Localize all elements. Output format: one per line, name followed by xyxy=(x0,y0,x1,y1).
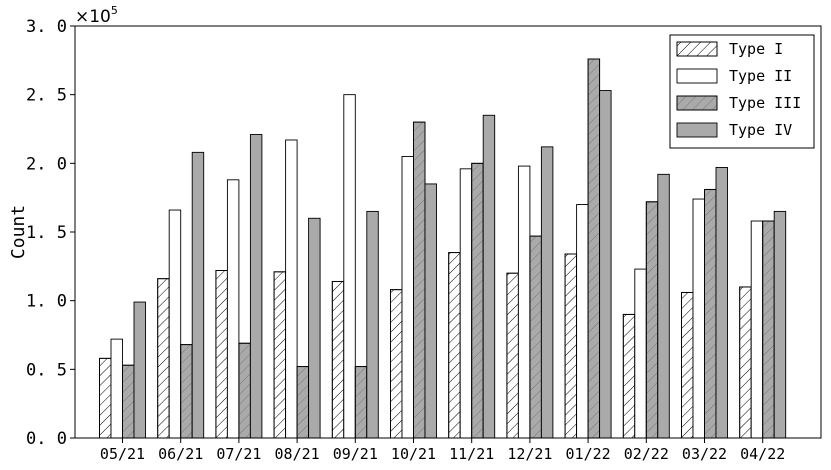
x-tick-label: 02/22 xyxy=(624,445,669,463)
bar-type-ii-01-22 xyxy=(576,204,589,439)
bar-type-iv-09-21 xyxy=(366,210,379,439)
legend-swatch xyxy=(676,68,718,84)
legend-swatch xyxy=(676,122,718,138)
x-tick-label: 05/21 xyxy=(100,445,145,463)
y-axis: 0. 0 0. 5 1. 0 1. 5 2. 0 2. 5 3. 0 xyxy=(26,17,75,449)
x-tick-label: 12/21 xyxy=(507,445,552,463)
bar-type-ii-09-21 xyxy=(343,94,356,439)
bar-type-iv-01-22 xyxy=(599,90,612,439)
y-tick-label: 2. 5 xyxy=(26,86,67,106)
bar-type-iv-10-21 xyxy=(424,183,437,439)
bar-type-iv-12-21 xyxy=(540,146,554,439)
y-tick-label: 2. 0 xyxy=(26,154,67,174)
x-tick-label: 03/22 xyxy=(682,445,727,463)
bar-type-iv-03-22 xyxy=(715,167,728,439)
bar-hatch-type-iii-08-21 xyxy=(296,366,310,439)
bar-type-iv-07-21 xyxy=(249,134,263,439)
bar-hatch-type-iii-10-21 xyxy=(413,121,426,439)
legend-label: Type II xyxy=(729,67,792,85)
x-tick-label: 10/21 xyxy=(391,445,436,463)
y-axis-title: Count xyxy=(8,205,29,259)
bar-hatch-type-iii-01-22 xyxy=(587,58,601,439)
bar-hatch-type-i-02-22 xyxy=(622,313,636,439)
x-tick-label: 09/21 xyxy=(333,445,378,463)
bar-type-ii-07-21 xyxy=(226,179,240,439)
bar-type-iv-11-21 xyxy=(482,114,496,439)
bar-type-iv-06-21 xyxy=(191,151,205,439)
bars-group xyxy=(99,58,787,439)
legend-label: Type IV xyxy=(729,121,792,139)
legend-swatch-hatch xyxy=(676,41,718,57)
bar-type-ii-08-21 xyxy=(285,139,298,439)
legend: Type I Type II Type III Type IV xyxy=(669,34,815,149)
bar-hatch-type-iii-05-21 xyxy=(122,364,135,439)
bar-hatch-type-iii-02-22 xyxy=(645,201,659,439)
y-tick-label: 1. 0 xyxy=(26,292,67,312)
y-tick-label: 0. 0 xyxy=(26,429,67,449)
bar-hatch-type-i-09-21 xyxy=(331,280,345,439)
bar-hatch-type-i-03-22 xyxy=(681,291,694,439)
y-multiplier-base: ×10 xyxy=(75,7,111,27)
legend-label: Type III xyxy=(729,94,801,112)
bar-hatch-type-i-11-21 xyxy=(448,252,461,439)
legend-label: Type I xyxy=(729,40,783,58)
bar-hatch-type-i-05-21 xyxy=(99,357,112,439)
bar-type-ii-05-21 xyxy=(110,338,123,439)
y-tick-label: 3. 0 xyxy=(26,17,67,37)
x-axis: 05/21 06/21 07/21 08/21 09/21 10/21 11/21 12/21… xyxy=(100,438,785,463)
bar-hatch-type-i-08-21 xyxy=(273,271,287,439)
x-tick-label: 06/21 xyxy=(158,445,203,463)
y-tick-label: 1. 5 xyxy=(26,223,67,243)
bar-hatch-type-iii-07-21 xyxy=(238,342,251,439)
bar-hatch-type-i-01-22 xyxy=(564,253,578,439)
bar-type-iv-04-22 xyxy=(773,210,787,439)
bar-type-iv-08-21 xyxy=(308,217,321,439)
bar-type-ii-12-21 xyxy=(517,165,531,439)
x-tick-label: 08/21 xyxy=(275,445,320,463)
bar-hatch-type-iii-11-21 xyxy=(471,162,484,439)
y-tick-label: 0. 5 xyxy=(26,360,67,380)
bar-hatch-type-i-07-21 xyxy=(215,270,228,439)
bar-hatch-type-iii-03-22 xyxy=(704,188,717,439)
bar-hatch-type-i-04-22 xyxy=(739,286,752,439)
x-tick-label: 11/21 xyxy=(449,445,494,463)
bar-hatch-type-iii-09-21 xyxy=(354,366,368,439)
bar-type-ii-11-21 xyxy=(459,168,473,439)
x-tick-label: 07/21 xyxy=(216,445,261,463)
bar-hatch-type-iii-04-22 xyxy=(762,220,775,439)
bar-type-ii-03-22 xyxy=(692,198,705,439)
y-multiplier-exponent: 5 xyxy=(111,4,118,17)
bar-type-ii-04-22 xyxy=(750,220,764,439)
x-tick-label: 01/22 xyxy=(566,445,611,463)
bar-hatch-type-iii-12-21 xyxy=(529,235,542,439)
bar-hatch-type-i-06-21 xyxy=(157,278,170,439)
bar-type-ii-10-21 xyxy=(401,156,414,439)
y-multiplier: ×105 xyxy=(75,4,118,27)
bar-type-iv-05-21 xyxy=(133,301,146,439)
bar-type-ii-02-22 xyxy=(634,268,647,439)
bar-type-ii-06-21 xyxy=(168,209,182,439)
legend-swatch-hatch xyxy=(676,95,718,111)
bar-type-iv-02-22 xyxy=(657,173,670,439)
bar-hatch-type-i-10-21 xyxy=(390,289,403,439)
bar-hatch-type-i-12-21 xyxy=(506,272,519,439)
x-tick-label: 04/22 xyxy=(740,445,785,463)
bar-hatch-type-iii-06-21 xyxy=(180,344,193,439)
